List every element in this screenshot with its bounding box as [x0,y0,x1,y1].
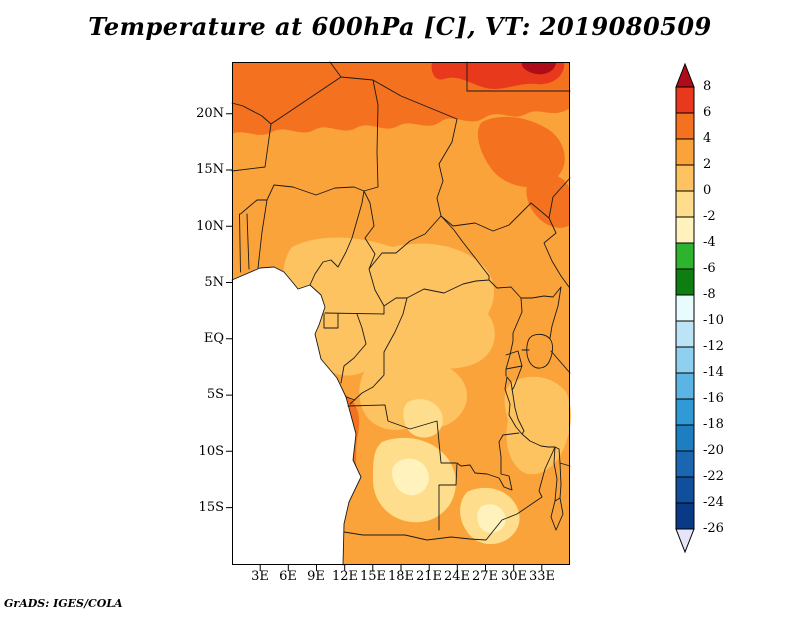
colorbar-level-label: -26 [703,521,724,536]
map-plot [226,61,571,571]
map-frame [232,62,570,565]
x-axis-label: 21E [415,569,443,584]
colorbar-level-label: 0 [703,183,712,198]
ocean-region [232,267,361,565]
y-axis-label: 10S [198,444,224,459]
shading-gt8 [521,62,556,75]
country-borders [231,61,571,566]
colorbar-level-label: -14 [703,365,724,380]
y-axis-label: 20N [196,106,224,121]
x-axis-label: 30E [500,569,528,584]
plot-title: Temperature at 600hPa [C], VT: 201908050… [88,12,712,41]
borders-west-africa [231,76,365,273]
x-axis-label: 27E [471,569,499,584]
x-axis-label: 9E [307,569,325,584]
colorbar-level-label: 2 [703,157,712,172]
borders-southern-africa [343,404,571,541]
coastline [231,266,362,566]
x-axis-label: 12E [331,569,359,584]
colorbar-level-label: 6 [703,105,712,120]
axis-ticks [226,113,543,571]
shading-minus4-minus2 [391,458,506,533]
colorbar-level-label: -20 [703,443,724,458]
y-axis-label: 15N [196,162,224,177]
x-axis-label: 33E [528,569,556,584]
colorbar-level-label: -4 [703,235,716,250]
y-axis-label: EQ [203,331,224,346]
colorbar-level-label: -8 [703,287,716,302]
colorbar-level-label: -18 [703,417,724,432]
y-axis-label: 15S [198,500,224,515]
colorbar-level-label: -24 [703,495,724,510]
colorbar: 8 6 4 2 0 -2 -4 -6 -8 -10 -12 -14 -16 -18 -20 -22 -24 -26 [675,62,746,563]
borders-sahara [329,61,571,217]
colorbar-level-label: 4 [703,131,712,146]
colorbar-level-label: -16 [703,391,724,406]
y-axis-label: 5N [204,275,224,290]
colorbar-scale [675,62,695,554]
x-axis-label: 24E [443,569,471,584]
colorbar-level-label: -2 [703,209,716,224]
colorbar-level-label: -12 [703,339,724,354]
x-axis-label: 3E [251,569,269,584]
x-axis-label: 6E [279,569,297,584]
borders-central-africa [309,190,490,405]
x-axis-label: 15E [359,569,387,584]
y-axis-label: 5S [206,387,224,402]
y-axis-label: 10N [196,219,224,234]
x-axis-label: 18E [387,569,415,584]
credit-label: GrADS: IGES/COLA [4,597,123,610]
colorbar-level-label: -10 [703,313,724,328]
colorbar-level-label: 8 [703,79,712,94]
colorbar-level-label: -22 [703,469,724,484]
borders-east-africa [440,177,571,391]
colorbar-level-label: -6 [703,261,716,276]
